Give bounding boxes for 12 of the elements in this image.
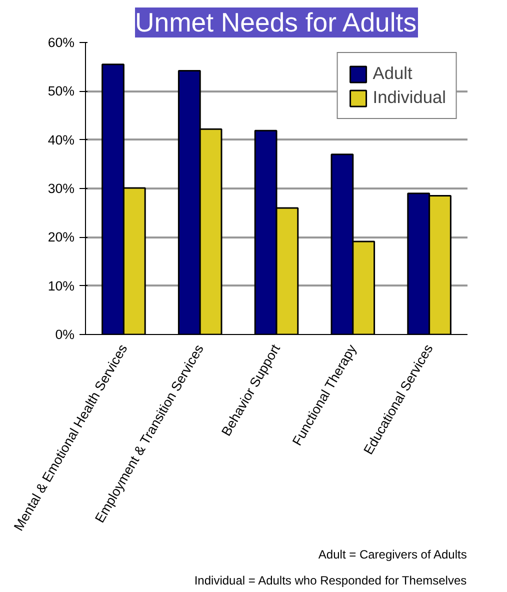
y-tick-label: 10% <box>48 278 75 294</box>
legend-label: Adult <box>372 63 412 84</box>
y-tick-label: 40% <box>48 132 75 148</box>
y-tick-label: 30% <box>48 181 75 196</box>
y-tick-label: 50% <box>48 84 75 99</box>
legend-label: Individual <box>372 87 446 108</box>
y-tick-label: 0% <box>55 327 75 342</box>
y-tick-label: 60% <box>48 35 75 50</box>
text: Individual = Adults who Responded for Themselves <box>194 574 467 588</box>
chart-title: Unmet Needs for Adults <box>135 8 417 38</box>
y-tick-label: 20% <box>48 230 75 245</box>
text: Adult = Caregivers of Adults <box>318 548 467 562</box>
